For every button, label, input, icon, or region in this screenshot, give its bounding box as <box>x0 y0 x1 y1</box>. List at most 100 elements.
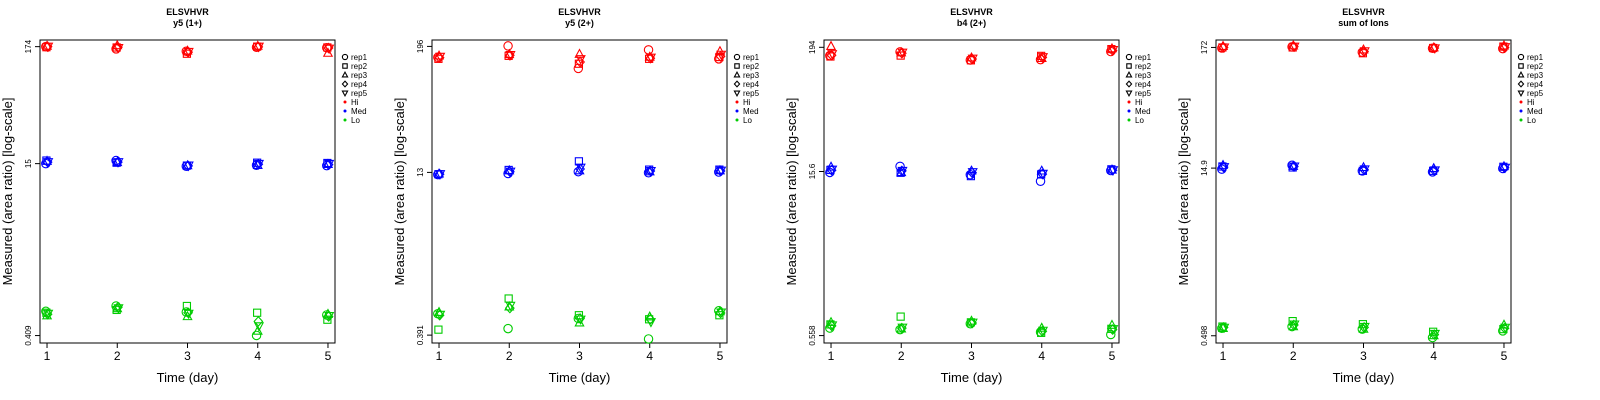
legend-label: rep4 <box>1135 80 1152 89</box>
y-tick-label: 0.391 <box>416 325 425 346</box>
data-point-hi-rep5 <box>113 44 124 54</box>
data-point-hi-rep5 <box>1429 44 1441 54</box>
legend-label: rep2 <box>1135 62 1152 71</box>
x-tick-label: 3 <box>576 349 583 363</box>
x-tick-label: 3 <box>968 349 975 363</box>
y-tick-label: 13 <box>416 167 425 176</box>
data-point-lo-rep5 <box>575 315 586 326</box>
data-point-hi-rep5 <box>575 55 586 65</box>
y-axis-label: Measured (area ratio) [log-scale] <box>392 98 407 286</box>
data-point-med-rep5 <box>1289 162 1300 172</box>
data-point-hi-rep5 <box>1219 43 1230 53</box>
legend-marker <box>1519 109 1523 113</box>
legend-label: rep4 <box>1527 80 1544 89</box>
x-axis-label: Time (day) <box>549 370 611 385</box>
data-point-hi-rep1 <box>503 41 513 51</box>
legend-label: Med <box>743 107 759 116</box>
legend-marker <box>735 100 739 104</box>
data-point-hi-rep5 <box>1289 42 1300 53</box>
legend-marker <box>1125 80 1133 88</box>
legend-marker <box>1517 70 1525 78</box>
legend-marker <box>734 63 740 69</box>
data-point-hi-rep5 <box>1037 53 1049 63</box>
data-point-med-rep5 <box>1359 165 1370 175</box>
legend-label: rep3 <box>351 71 368 80</box>
legend-marker <box>343 100 347 104</box>
legend-label: rep5 <box>743 89 760 98</box>
x-tick-label: 4 <box>1038 349 1045 363</box>
legend-label: Hi <box>1527 98 1535 107</box>
legend-marker <box>1519 100 1523 104</box>
plot-frame <box>39 39 336 344</box>
y-axis-label: Measured (area ratio) [log-scale] <box>784 98 799 286</box>
data-point-med-rep5 <box>324 159 335 170</box>
data-point-hi-rep3 <box>714 45 726 56</box>
data-point-lo-rep3 <box>252 325 263 335</box>
data-point-med-rep5 <box>505 167 516 178</box>
x-tick-label: 4 <box>254 349 261 363</box>
data-point-med-rep5 <box>827 165 838 176</box>
data-point-med-rep5 <box>645 166 657 177</box>
legend-label: Hi <box>351 98 359 107</box>
data-point-hi-rep5 <box>716 50 727 61</box>
legend-label: rep1 <box>1135 53 1152 62</box>
legend-label: rep2 <box>743 62 760 71</box>
data-point-hi-rep5 <box>1108 45 1119 56</box>
data-point-lo-rep5 <box>827 321 838 331</box>
legend-label: rep1 <box>743 53 760 62</box>
data-point-lo-rep5 <box>1219 323 1230 334</box>
x-tick-label: 3 <box>1360 349 1367 363</box>
chart-subtitle: sum of Ions <box>1338 18 1389 28</box>
data-point-hi-rep5 <box>435 52 446 63</box>
legend-marker <box>1518 63 1524 69</box>
data-point-lo-rep5 <box>645 318 657 328</box>
legend-marker <box>1125 53 1133 61</box>
x-tick-label: 1 <box>828 349 835 363</box>
data-point-lo-rep2 <box>434 325 443 334</box>
legend-label: rep1 <box>1527 53 1544 62</box>
y-axis-label: Measured (area ratio) [log-scale] <box>0 98 15 286</box>
data-point-lo-rep5 <box>1429 329 1441 340</box>
data-point-lo-rep5 <box>716 308 727 319</box>
data-point-lo-rep2 <box>896 312 905 321</box>
y-axis-label: Measured (area ratio) [log-scale] <box>1176 98 1191 286</box>
plot-frame <box>431 39 728 344</box>
legend-label: Med <box>1135 107 1151 116</box>
data-point-hi-rep5 <box>827 50 838 60</box>
legend-label: Lo <box>743 116 752 125</box>
data-point-hi-rep5 <box>505 50 516 61</box>
x-tick-label: 2 <box>506 349 513 363</box>
data-point-hi-rep5 <box>645 53 657 64</box>
data-point-med-rep5 <box>1108 166 1119 176</box>
data-point-med-rep5 <box>1219 163 1230 173</box>
data-point-hi-rep5 <box>43 42 54 53</box>
x-tick-label: 2 <box>114 349 121 363</box>
data-point-med-rep5 <box>716 166 727 177</box>
data-point-hi-rep5 <box>324 44 335 55</box>
data-point-med-rep5 <box>253 159 265 170</box>
data-point-lo-rep1 <box>251 330 262 341</box>
y-tick-label: 0.409 <box>24 325 33 346</box>
legend-label: rep3 <box>743 71 760 80</box>
data-point-hi-rep5 <box>183 47 194 58</box>
x-tick-label: 1 <box>44 349 51 363</box>
legend-marker <box>1125 70 1133 78</box>
plot-frame <box>823 39 1120 344</box>
legend-label: Hi <box>1135 98 1143 107</box>
data-point-lo-rep2 <box>504 294 513 303</box>
legend-label: Med <box>1527 107 1543 116</box>
legend-marker <box>341 80 349 88</box>
y-tick-label: 15.6 <box>808 163 817 179</box>
y-tick-label: 196 <box>416 39 425 53</box>
legend-label: rep4 <box>351 80 368 89</box>
legend-marker <box>1517 80 1525 88</box>
data-point-lo-rep5 <box>435 310 446 321</box>
legend-label: Hi <box>743 98 751 107</box>
data-point-hi-rep5 <box>253 42 265 53</box>
x-axis-label: Time (day) <box>941 370 1003 385</box>
